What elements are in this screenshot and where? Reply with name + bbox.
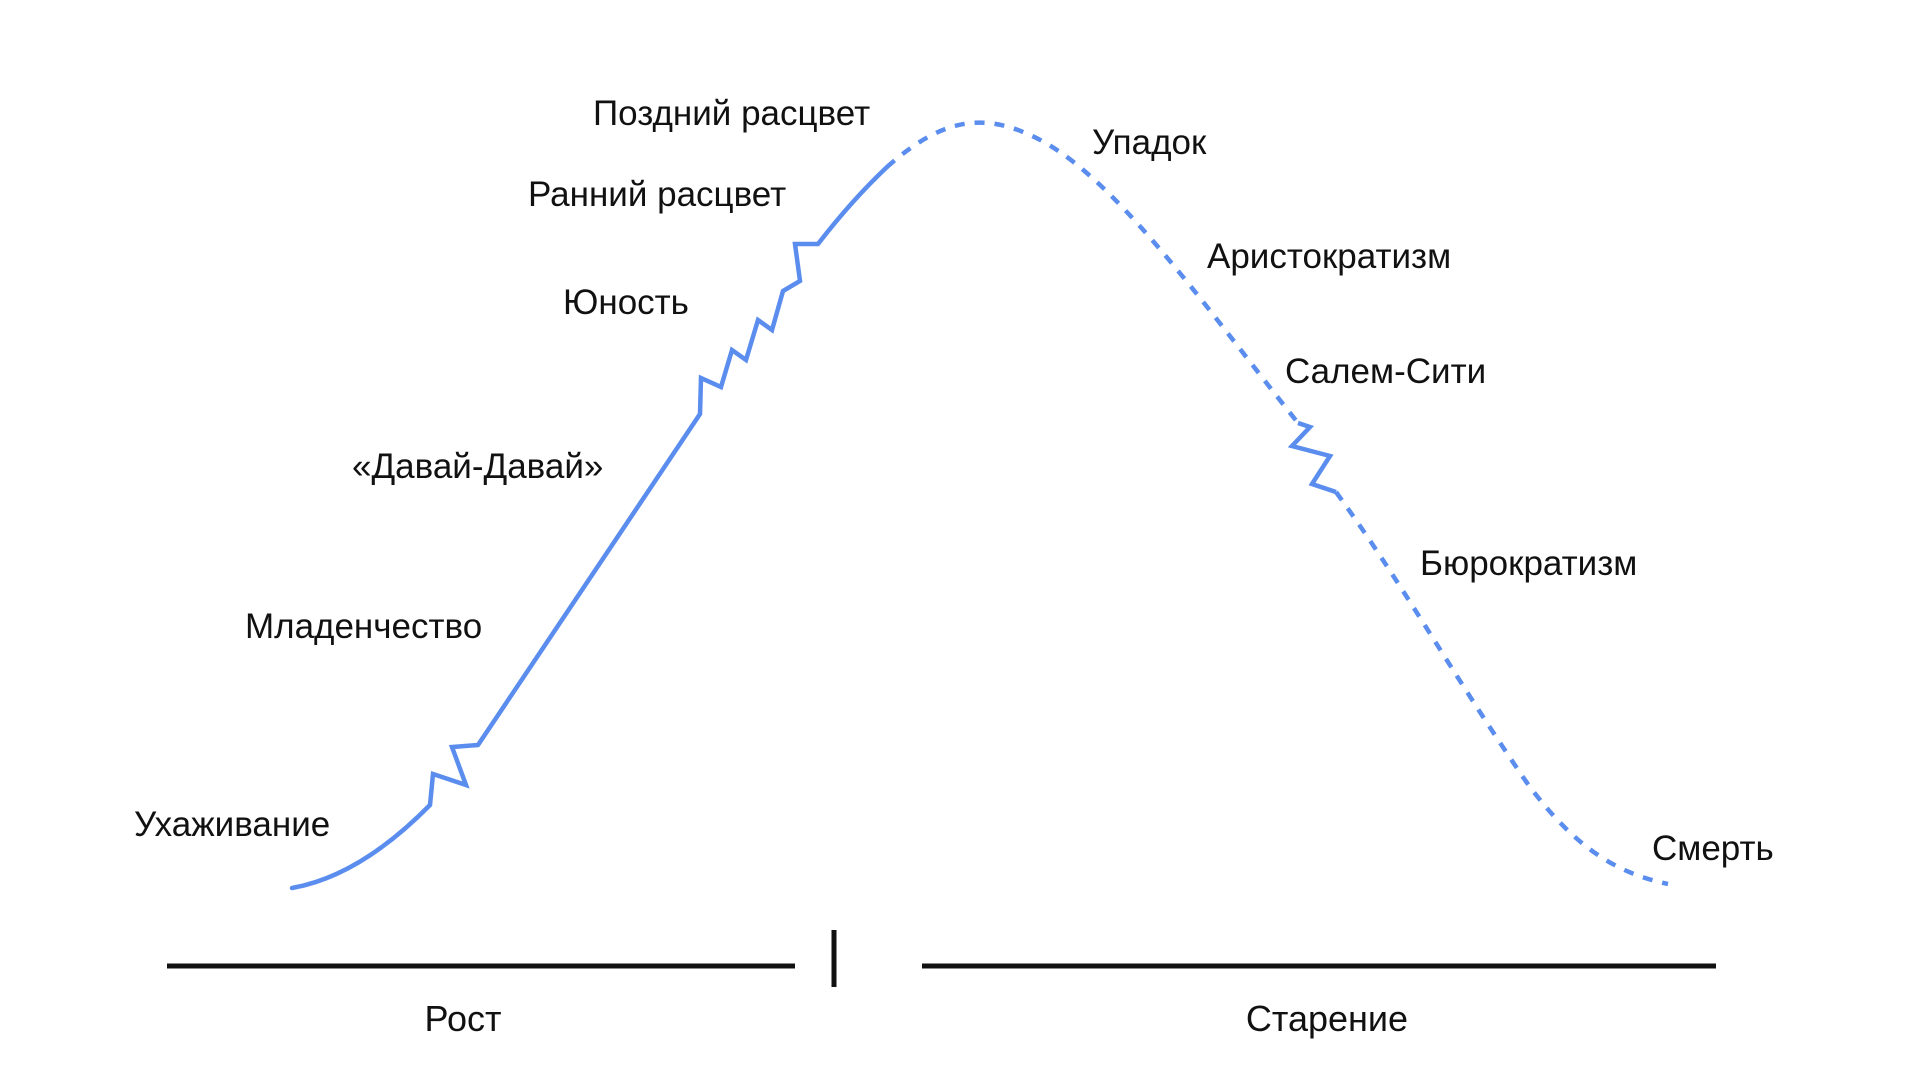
- stage-label-aristocracy: Аристократизм: [1207, 237, 1451, 276]
- courtship-segment: [289, 802, 433, 891]
- stage-label-courtship: Ухаживание: [134, 805, 330, 844]
- bureaucracy-death-segment: [1334, 490, 1669, 887]
- phase-label-growth: Рост: [425, 998, 502, 1039]
- infancy-go-go-segment: [475, 411, 703, 748]
- phase-label-aging: Старение: [1246, 998, 1408, 1039]
- courtship-zigzag: [427, 742, 479, 806]
- stage-label-early-prime: Ранний расцвет: [528, 175, 786, 214]
- stage-label-late-prime: Поздний расцвет: [593, 94, 870, 133]
- stage-label-salem-city: Салем-Сити: [1285, 352, 1486, 391]
- salem-city-zigzag: [1287, 420, 1337, 495]
- adolescence-zigzag: [697, 241, 818, 415]
- stage-label-decline: Упадок: [1092, 123, 1207, 162]
- early-prime-segment: [815, 164, 890, 247]
- stage-label-adolescence: Юность: [563, 283, 689, 322]
- stage-label-infancy: Младенчество: [245, 607, 482, 646]
- aging-curve: [885, 120, 1669, 887]
- stage-label-go-go: «Давай-Давай»: [352, 447, 603, 486]
- phase-axis: [167, 930, 1716, 987]
- growth-curve: [289, 164, 890, 891]
- stage-label-death: Смерть: [1652, 829, 1774, 868]
- stage-label-bureaucracy: Бюрократизм: [1420, 544, 1637, 583]
